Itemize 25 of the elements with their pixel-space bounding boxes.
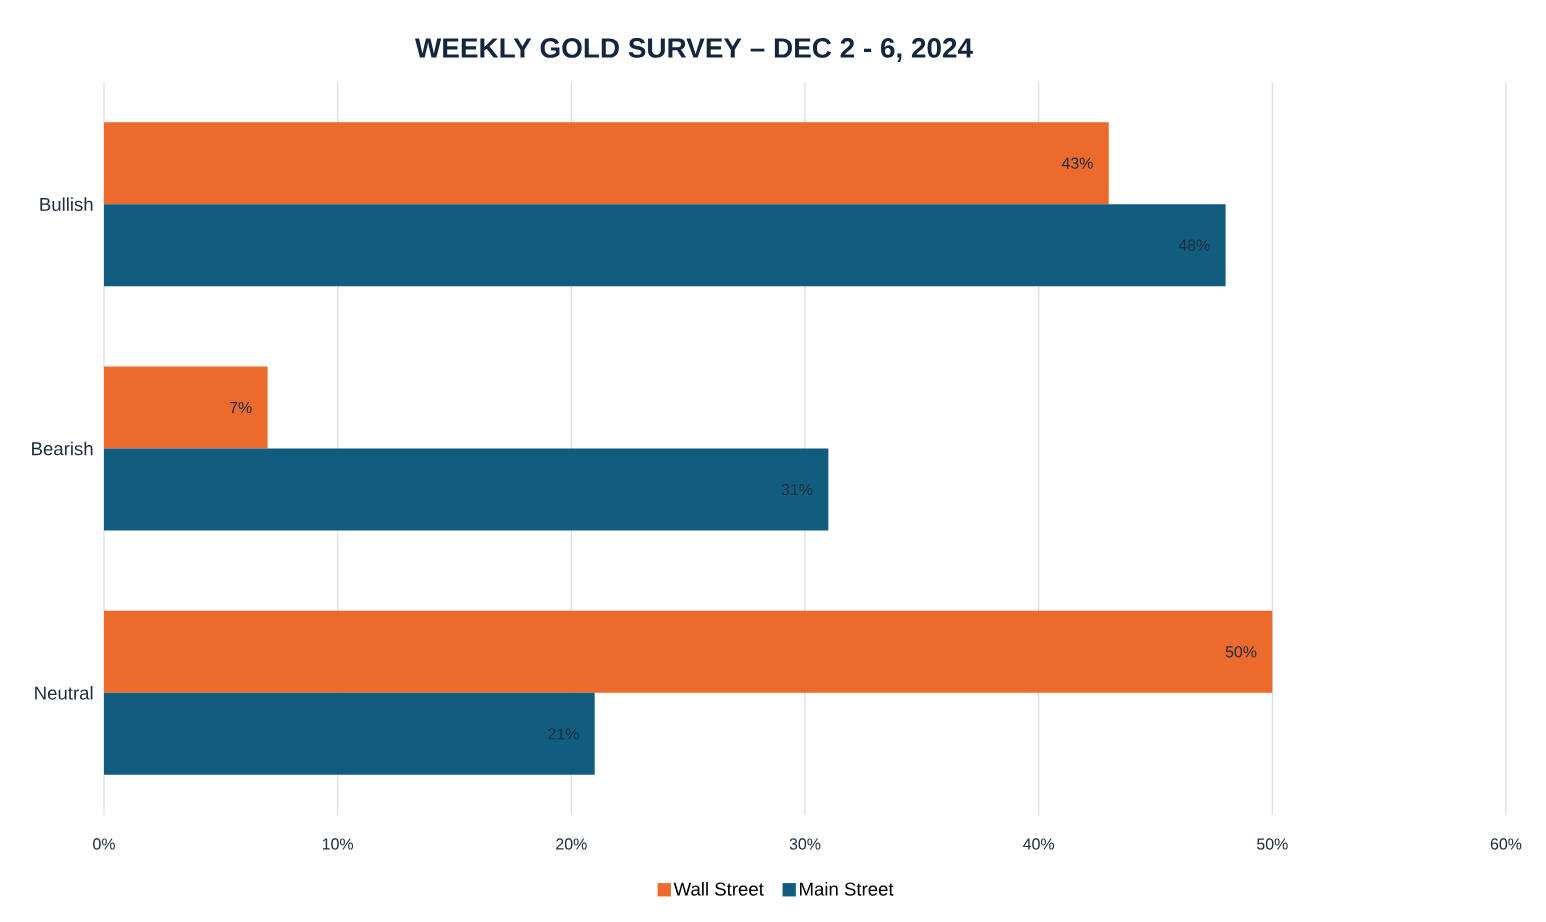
x-tick-label: 50% — [1257, 838, 1288, 850]
data-label: 7% — [229, 401, 252, 414]
bar — [104, 122, 1109, 205]
bar — [104, 610, 1273, 693]
bar — [104, 692, 595, 775]
y-tick-label: Bearish — [32, 441, 93, 456]
bar — [104, 366, 268, 449]
legend-label: Wall Street — [673, 882, 764, 896]
x-tick-label: 60% — [1490, 838, 1522, 850]
x-tick-label: 0% — [93, 838, 115, 850]
x-tick-label: 10% — [322, 838, 354, 850]
data-label: 50% — [1225, 646, 1257, 658]
data-label: 31% — [781, 483, 813, 496]
data-label: 48% — [1178, 239, 1210, 251]
bar — [104, 448, 829, 531]
y-tick-label: Neutral — [35, 686, 93, 700]
y-tick-label: Bullish — [40, 197, 93, 211]
chart-title: WEEKLY GOLD SURVEY – DEC 2 - 6, 2024 — [414, 38, 973, 62]
x-tick-label: 30% — [789, 838, 821, 850]
x-tick-label: 20% — [556, 838, 587, 850]
bar — [104, 204, 1226, 287]
data-label: 21% — [548, 728, 579, 740]
x-tick-label: 40% — [1023, 838, 1055, 850]
data-label: 43% — [1061, 157, 1093, 169]
legend-label: Main Street — [800, 882, 894, 896]
